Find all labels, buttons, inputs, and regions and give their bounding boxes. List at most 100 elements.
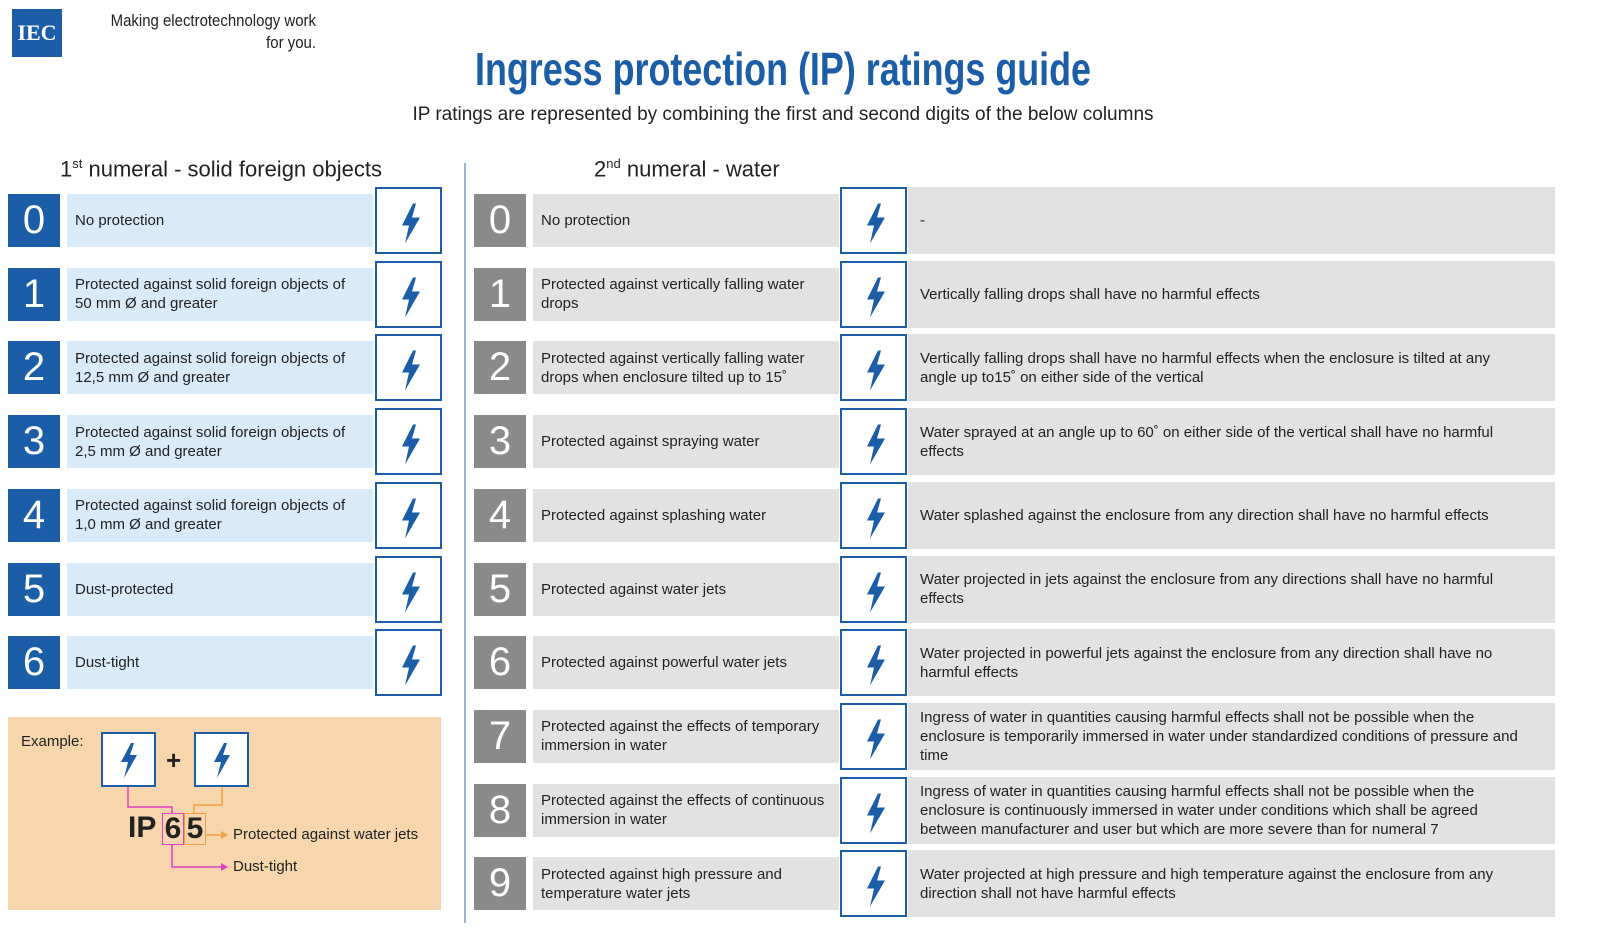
icon-graphic <box>867 866 885 907</box>
arrowhead <box>221 863 228 871</box>
icon-graphic <box>867 424 885 465</box>
bolt <box>867 424 885 465</box>
description: Protected against the effects of tempora… <box>533 709 839 763</box>
bolt <box>867 572 885 612</box>
icon <box>840 334 907 402</box>
icon-graphic <box>867 793 885 834</box>
icon-graphic <box>402 350 420 391</box>
detail: Ingress of water in quantities causing h… <box>908 702 1555 770</box>
icon <box>375 260 442 328</box>
description: Protected against solid foreign objects … <box>67 488 373 542</box>
digit: 5 <box>474 562 526 616</box>
digit: 2 <box>474 341 526 395</box>
ip-prefix: IP <box>128 811 157 844</box>
detail: Water splashed against the enclosure fro… <box>908 481 1555 549</box>
icon <box>840 702 907 770</box>
icon-graphic <box>402 645 420 686</box>
icon <box>375 334 442 402</box>
digit: 1 <box>8 267 60 321</box>
digit: 6 <box>474 636 526 690</box>
subtitle: IP ratings are represented by combining … <box>412 104 1154 125</box>
digit: 1 <box>474 267 526 321</box>
icon-graphic <box>867 350 885 391</box>
digit: 2 <box>8 341 60 395</box>
icon <box>840 187 907 254</box>
digit: 6 <box>8 636 60 690</box>
logo: IEC <box>12 9 62 57</box>
description: Protected against high pressure and temp… <box>533 857 839 911</box>
icon <box>375 408 442 476</box>
numeral: 1 <box>60 156 73 182</box>
bolt <box>867 793 885 834</box>
bolt <box>402 424 420 465</box>
digit: 8 <box>474 783 526 837</box>
plus: + <box>166 745 182 775</box>
description: Protected against splashing water <box>533 488 839 542</box>
bolt <box>867 645 885 686</box>
water-heading: 2nd numeral - water <box>594 156 780 182</box>
bolt <box>402 498 420 539</box>
detail: Water sprayed at an angle up to 60˚ on e… <box>908 408 1555 476</box>
bolt <box>867 866 885 907</box>
suffix: st <box>72 156 83 171</box>
tagline-line: for you. <box>266 33 316 52</box>
bolt <box>402 572 420 612</box>
first-meaning: Dust-tight <box>233 858 298 875</box>
arrowhead <box>221 831 228 839</box>
detail: Water projected at high pressure and hig… <box>908 850 1555 918</box>
description: Protected against spraying water <box>533 415 839 469</box>
icon-graphic <box>402 424 420 465</box>
bolt <box>867 498 885 539</box>
first-digit: 6 <box>162 813 184 845</box>
bolt <box>214 743 230 778</box>
second-digit: 5 <box>184 813 206 845</box>
detail: Water projected in jets against the encl… <box>908 555 1555 623</box>
icon <box>840 260 907 328</box>
icon-graphic <box>867 498 885 539</box>
bolt <box>402 277 420 318</box>
solids-heading: 1st numeral - solid foreign objects <box>60 156 382 182</box>
digit: 7 <box>474 709 526 763</box>
description: Protected against vertically falling wat… <box>533 267 839 321</box>
icon-graphic <box>402 572 420 612</box>
description: Protected against vertically falling wat… <box>533 341 839 395</box>
bolt <box>867 203 885 244</box>
icon <box>375 629 442 697</box>
tagline: Making electrotechnology work for you. <box>100 10 316 54</box>
icon-graphic <box>867 719 885 760</box>
description: No protection <box>67 194 373 247</box>
example-box: Example: + IP 6 5 Protected against wate… <box>8 717 441 910</box>
icon-graphic <box>867 203 885 244</box>
bolt <box>867 350 885 391</box>
icon-graphic <box>402 203 420 244</box>
description: Protected against powerful water jets <box>533 636 839 690</box>
icon-graphic <box>402 277 420 318</box>
suffix: nd <box>606 156 621 171</box>
digit: 4 <box>8 488 60 542</box>
second-meaning: Protected against water jets <box>233 826 419 843</box>
icon <box>375 481 442 549</box>
digit: 5 <box>8 562 60 616</box>
tagline-line: Making electrotechnology work <box>110 11 316 30</box>
icon <box>840 776 907 844</box>
description: Dust-tight <box>67 636 373 690</box>
description: Protected against the effects of continu… <box>533 783 839 837</box>
detail: Ingress of water in quantities causing h… <box>908 776 1555 844</box>
detail: - <box>908 187 1555 254</box>
divider <box>464 163 466 923</box>
icon <box>375 555 442 623</box>
heading-text: numeral - water <box>626 156 780 182</box>
numeral: 2 <box>594 156 607 182</box>
bolt <box>121 743 137 778</box>
heading-text: numeral - solid foreign objects <box>88 156 382 182</box>
icon <box>840 850 907 918</box>
detail: Vertically falling drops shall have no h… <box>908 260 1555 328</box>
icon <box>840 408 907 476</box>
connector <box>193 787 223 813</box>
digit: 3 <box>474 415 526 469</box>
bolt <box>402 203 420 244</box>
icon-graphic <box>867 277 885 318</box>
bolt <box>402 350 420 391</box>
description: Protected against water jets <box>533 562 839 616</box>
